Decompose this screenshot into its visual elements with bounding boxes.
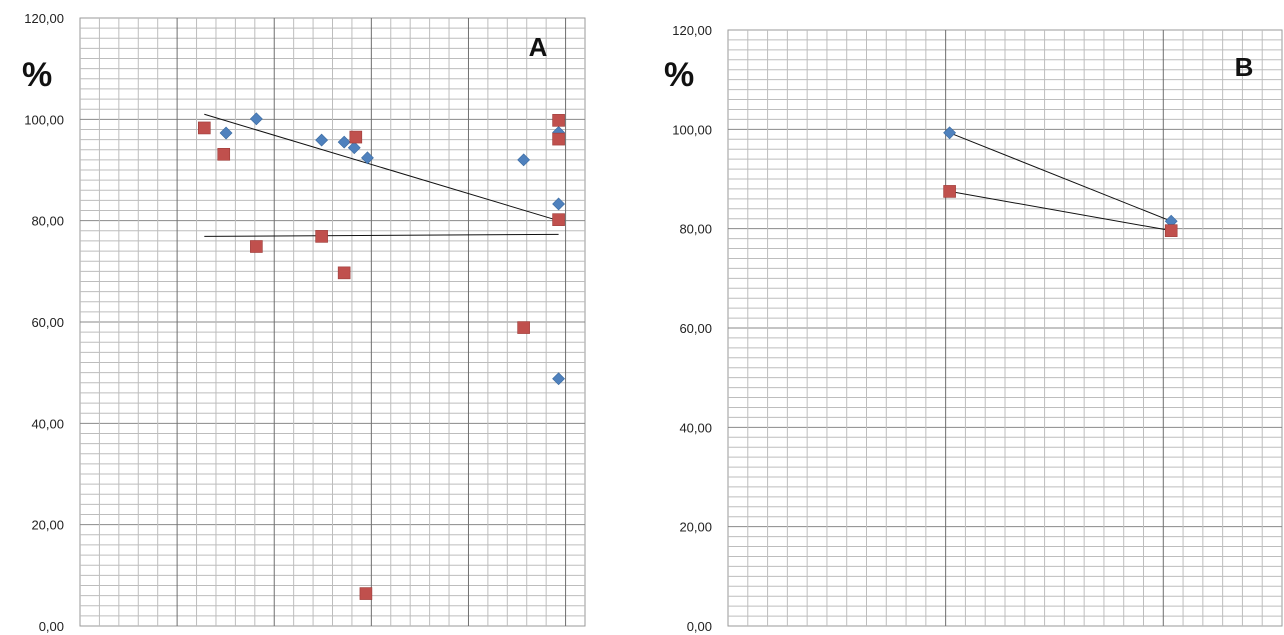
panel-label-a: A bbox=[529, 32, 548, 62]
y-tick-label: 0,00 bbox=[39, 619, 64, 634]
square-point bbox=[250, 240, 263, 253]
diamond-point bbox=[552, 372, 566, 386]
square-series-trendline bbox=[204, 233, 559, 237]
diamond-point bbox=[361, 151, 374, 165]
square-point bbox=[517, 321, 530, 334]
chart-panel-b: 0,00 20,00 40,00 60,00 80,00 100,00 120,00% B bbox=[664, 23, 1283, 634]
square-point bbox=[552, 132, 565, 146]
square-point bbox=[359, 587, 373, 600]
y-tick-label: 60,00 bbox=[679, 321, 712, 336]
y-tick-label: 0,00 bbox=[687, 619, 712, 634]
diamond-series-line bbox=[949, 132, 1172, 222]
diamond-series-trendline bbox=[204, 113, 559, 222]
diamond-point bbox=[552, 197, 566, 211]
diamond-point bbox=[517, 153, 531, 167]
y-tick-label: 80,00 bbox=[679, 222, 712, 237]
square-point bbox=[198, 121, 211, 135]
diamond-point bbox=[943, 126, 957, 140]
gridlines-b bbox=[728, 30, 1282, 626]
y-tick-label: 60,00 bbox=[31, 315, 64, 330]
square-point bbox=[349, 130, 363, 144]
square-point bbox=[552, 213, 565, 226]
square-point bbox=[1164, 224, 1178, 237]
y-tick-label: 120,00 bbox=[24, 11, 64, 26]
panel-label-b: B bbox=[1235, 52, 1254, 82]
y-tick-label: 120,00 bbox=[672, 23, 712, 38]
y-tick-label: 100,00 bbox=[672, 122, 712, 137]
y-tick-label: 40,00 bbox=[31, 416, 64, 431]
square-point bbox=[943, 185, 956, 198]
square-point bbox=[552, 114, 565, 127]
chart-panel-a: 0,00 20,00 40,00 60,00 80,00 100,00 120,00% A bbox=[22, 11, 586, 634]
square-point bbox=[217, 147, 231, 161]
y-tick-label: 80,00 bbox=[31, 214, 64, 229]
y-tick-label: 100,00 bbox=[24, 112, 64, 127]
y-tick-label: 20,00 bbox=[679, 520, 712, 535]
gridlines-a bbox=[80, 18, 585, 626]
y-tick-label: 40,00 bbox=[679, 420, 712, 435]
diamond-point bbox=[347, 141, 361, 155]
diamond-point bbox=[315, 133, 329, 147]
y-tick-label: 20,00 bbox=[31, 518, 64, 533]
diamond-point bbox=[219, 126, 233, 140]
square-series-line bbox=[949, 190, 1172, 232]
y-axis-unit-label: % bbox=[664, 56, 694, 94]
square-point bbox=[315, 230, 328, 243]
square-point bbox=[337, 266, 351, 280]
y-axis-unit-label: % bbox=[22, 56, 52, 94]
diamond-point bbox=[337, 135, 351, 149]
diamond-point bbox=[249, 112, 263, 126]
